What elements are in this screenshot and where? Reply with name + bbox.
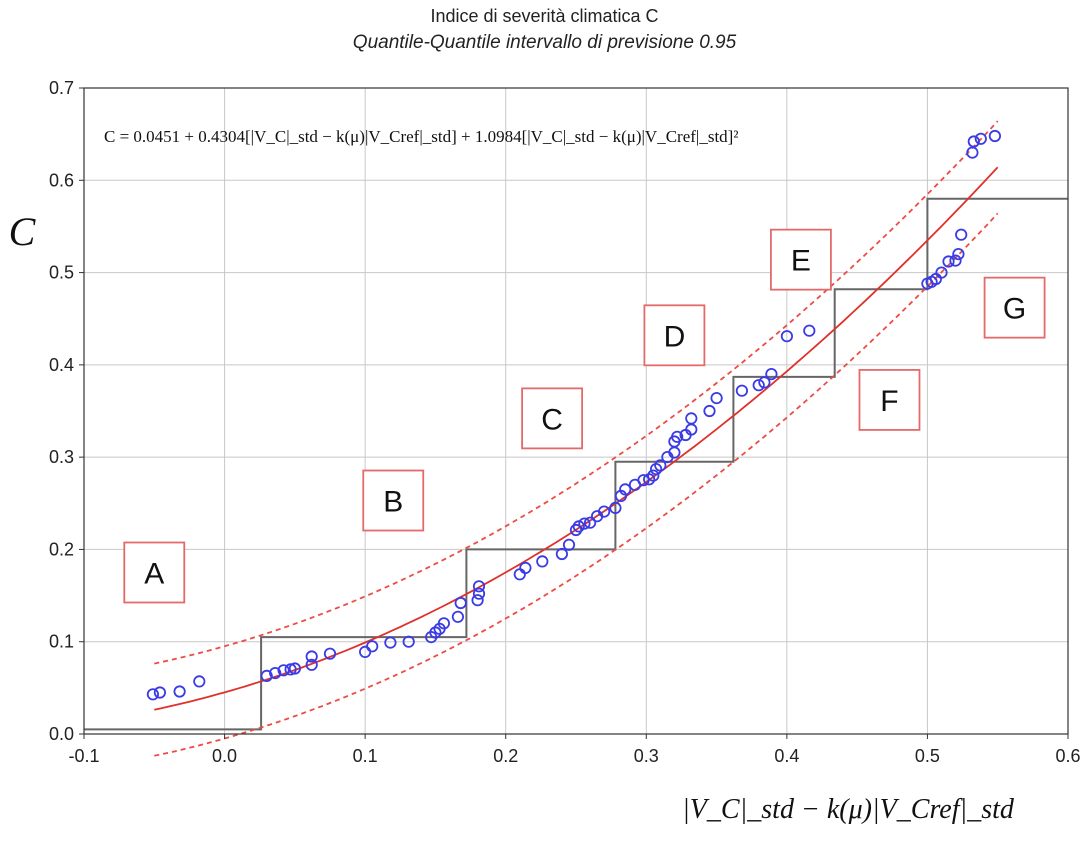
data-point xyxy=(955,228,968,241)
region-letter: D xyxy=(664,320,686,353)
data-point xyxy=(765,367,778,381)
y-tick-label: 0.4 xyxy=(49,355,74,375)
region-letter: A xyxy=(144,558,164,591)
data-point xyxy=(153,686,166,699)
data-point xyxy=(578,517,591,530)
data-point xyxy=(402,635,415,648)
data-point xyxy=(735,384,749,397)
data-point xyxy=(758,376,771,389)
region-letter: C xyxy=(541,403,563,436)
region-label-a: A xyxy=(123,541,186,604)
data-point xyxy=(277,664,290,677)
data-point xyxy=(454,596,467,610)
data-point xyxy=(647,469,660,482)
data-point xyxy=(384,636,397,649)
data-point xyxy=(780,330,794,343)
y-axis-label: C xyxy=(9,209,37,254)
region-box xyxy=(643,304,706,367)
region-letter: G xyxy=(1003,293,1026,326)
chart-subtitle: Quantile-Quantile intervallo di previsio… xyxy=(352,32,737,53)
region-box xyxy=(983,276,1046,339)
data-point xyxy=(562,538,576,551)
x-tick-label: 0.6 xyxy=(1055,746,1080,766)
region-letter: B xyxy=(383,486,403,519)
data-point xyxy=(942,255,955,268)
prediction-band-lower xyxy=(154,212,999,757)
data-point xyxy=(988,129,1002,143)
data-point xyxy=(519,561,532,575)
plot-frame xyxy=(83,87,1069,735)
y-tick-label: 0.3 xyxy=(49,447,74,467)
y-tick-label: 0.6 xyxy=(49,170,74,190)
data-point xyxy=(437,617,450,630)
region-box xyxy=(770,228,832,291)
x-tick-label: 0.1 xyxy=(353,746,378,766)
y-tick-label: 0.7 xyxy=(49,78,74,98)
region-label-c: C xyxy=(521,387,584,450)
prediction-band-upper xyxy=(154,120,999,665)
data-point xyxy=(451,610,464,623)
data-point xyxy=(583,516,597,529)
region-box xyxy=(362,469,425,532)
data-point xyxy=(967,135,980,148)
region-label-d: D xyxy=(643,304,706,367)
x-tick-label: 0.5 xyxy=(915,746,940,766)
data-point xyxy=(597,505,611,518)
data-point xyxy=(935,266,948,279)
x-axis-label: |V_C|_std − k(μ)|V_Cref|_std xyxy=(682,794,1015,825)
data-point xyxy=(952,248,965,261)
data-point xyxy=(288,662,301,675)
region-box xyxy=(123,541,186,604)
region-label-b: B xyxy=(362,469,425,532)
data-point xyxy=(654,459,667,472)
x-tick-label: -0.1 xyxy=(68,746,99,766)
data-point xyxy=(974,132,987,145)
chart-title: Indice di severità climatica C xyxy=(430,6,659,26)
x-tick-label: 0.3 xyxy=(634,746,659,766)
x-tick-label: 0.4 xyxy=(774,746,799,766)
data-point xyxy=(305,658,318,671)
data-point xyxy=(637,474,650,487)
region-letter: F xyxy=(880,385,898,418)
data-point xyxy=(752,379,765,392)
data-point xyxy=(323,647,337,660)
region-label-g: G xyxy=(983,276,1046,339)
region-label-f: F xyxy=(858,369,921,431)
data-point xyxy=(609,501,622,514)
data-point xyxy=(472,587,486,600)
y-tick-label: 0.2 xyxy=(49,539,74,559)
data-point xyxy=(710,391,723,405)
region-box xyxy=(521,387,584,450)
data-point xyxy=(555,547,569,561)
y-tick-label: 0.1 xyxy=(49,632,74,652)
data-point xyxy=(305,650,318,663)
y-tick-label: 0.0 xyxy=(49,724,74,744)
data-point xyxy=(146,688,159,701)
x-tick-label: 0.2 xyxy=(493,746,518,766)
data-point xyxy=(536,555,549,568)
data-point xyxy=(803,324,816,337)
data-point xyxy=(472,580,486,593)
data-point xyxy=(269,666,282,680)
region-label-e: E xyxy=(770,228,832,291)
data-point xyxy=(703,404,716,418)
x-tick-label: 0.0 xyxy=(212,746,237,766)
data-point xyxy=(619,483,632,496)
data-point xyxy=(949,254,962,267)
y-tick-label: 0.5 xyxy=(49,263,74,283)
data-point xyxy=(366,640,379,653)
data-point xyxy=(173,685,186,698)
data-point xyxy=(671,430,684,443)
data-point xyxy=(685,412,698,425)
formula-annotation: C = 0.0451 + 0.4304[|V_C|_std − k(μ)|V_C… xyxy=(104,127,738,146)
region-letter: E xyxy=(791,245,811,278)
region-box xyxy=(858,369,921,431)
data-point xyxy=(471,594,484,607)
data-point xyxy=(193,675,206,688)
